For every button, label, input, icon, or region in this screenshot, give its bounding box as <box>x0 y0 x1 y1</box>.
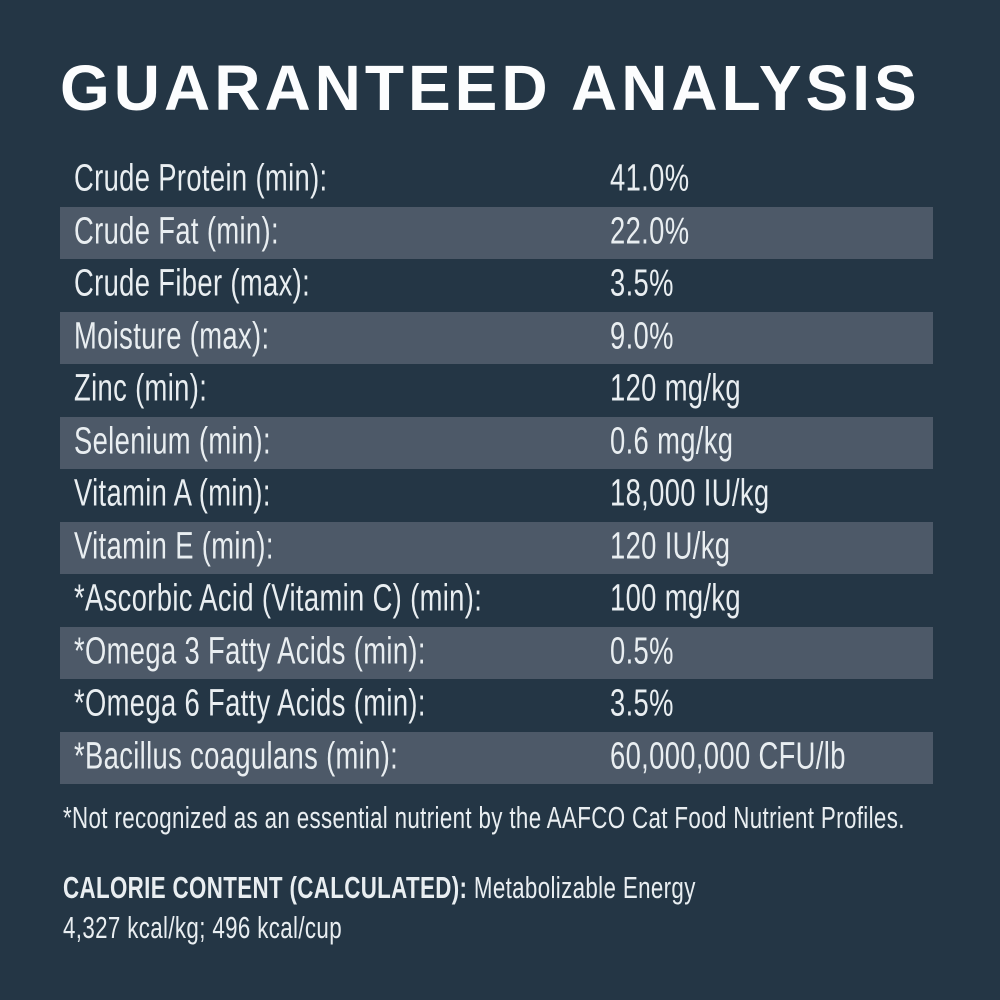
table-row: Crude Fiber (max): 3.5% <box>60 259 933 312</box>
table-row: Vitamin A (min): 18,000 IU/kg <box>60 469 933 522</box>
nutrient-label: Moisture (max): <box>74 315 270 358</box>
analysis-table: Crude Protein (min): 41.0% Crude Fat (mi… <box>60 154 933 784</box>
nutrient-value: 120 mg/kg <box>610 367 742 410</box>
table-row: Crude Fat (min): 22.0% <box>60 206 933 259</box>
table-row: *Ascorbic Acid (Vitamin C) (min): 100 mg… <box>60 574 933 627</box>
table-row: Moisture (max): 9.0% <box>60 311 933 364</box>
nutrient-value: 3.5% <box>610 262 674 305</box>
nutrient-label: Selenium (min): <box>74 420 271 463</box>
nutrient-label: *Omega 3 Fatty Acids (min): <box>74 630 426 673</box>
nutrient-value: 22.0% <box>610 210 690 253</box>
nutrient-value: 41.0% <box>610 157 690 200</box>
calorie-content-heading-line: CALORIE CONTENT (CALCULATED): Metaboliza… <box>63 868 696 908</box>
table-row: *Omega 6 Fatty Acids (min): 3.5% <box>60 679 933 732</box>
aafco-footnote: *Not recognized as an essential nutrient… <box>63 800 905 835</box>
table-row: Crude Protein (min): 41.0% <box>60 154 933 207</box>
nutrient-label: *Bacillus coagulans (min): <box>74 735 399 778</box>
nutrient-label: Crude Fiber (max): <box>74 262 311 305</box>
table-row: Vitamin E (min): 120 IU/kg <box>60 521 933 574</box>
nutrient-label: Zinc (min): <box>74 367 208 410</box>
nutrient-label: Vitamin A (min): <box>74 472 271 515</box>
nutrient-value: 0.6 mg/kg <box>610 420 734 463</box>
page-title: GUARANTEED ANALYSIS <box>60 52 921 124</box>
nutrient-value: 120 IU/kg <box>610 525 731 568</box>
nutrient-value: 60,000,000 CFU/lb <box>610 735 846 778</box>
nutrient-label: *Ascorbic Acid (Vitamin C) (min): <box>74 577 483 620</box>
nutrient-label: Vitamin E (min): <box>74 525 274 568</box>
nutrient-value: 0.5% <box>610 630 674 673</box>
nutrient-label: *Omega 6 Fatty Acids (min): <box>74 682 426 725</box>
table-row: *Bacillus coagulans (min): 60,000,000 CF… <box>60 731 933 784</box>
table-row: Zinc (min): 120 mg/kg <box>60 364 933 417</box>
nutrient-label: Crude Fat (min): <box>74 210 279 253</box>
calorie-content-heading: CALORIE CONTENT (CALCULATED): <box>63 870 468 905</box>
table-row: Selenium (min): 0.6 mg/kg <box>60 416 933 469</box>
table-row: *Omega 3 Fatty Acids (min): 0.5% <box>60 626 933 679</box>
calorie-content-section: CALORIE CONTENT (CALCULATED): Metaboliza… <box>63 868 942 948</box>
calorie-content-values: 4,327 kcal/kg; 496 kcal/cup <box>63 910 342 945</box>
nutrient-value: 18,000 IU/kg <box>610 472 770 515</box>
nutrient-label: Crude Protein (min): <box>74 157 328 200</box>
nutrient-value: 9.0% <box>610 315 674 358</box>
nutrient-value: 3.5% <box>610 682 674 725</box>
calorie-content-description: Metabolizable Energy <box>467 870 696 905</box>
nutrient-value: 100 mg/kg <box>610 577 742 620</box>
